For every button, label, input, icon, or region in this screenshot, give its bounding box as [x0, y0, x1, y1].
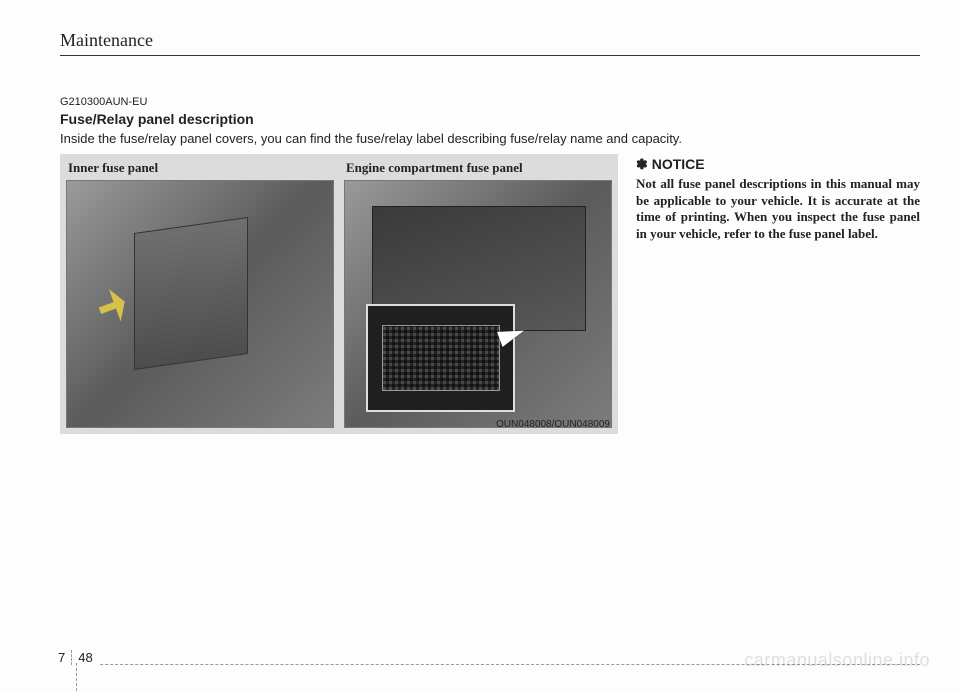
figure-left-caption: Inner fuse panel — [66, 160, 334, 176]
footer-numbers: 7 48 — [58, 650, 99, 665]
page-header: Maintenance — [60, 30, 920, 56]
header-title: Maintenance — [60, 30, 153, 50]
watermark: carmanualsonline.info — [744, 650, 930, 671]
notice-column: ✽NOTICE Not all fuse panel descriptions … — [636, 154, 920, 434]
figure-box: Inner fuse panel Engine compartment fuse… — [60, 154, 618, 434]
figure-image-code: OUN048008/OUN048009 — [496, 419, 610, 430]
engine-fuse-panel-image — [344, 180, 612, 428]
content-row: Inner fuse panel Engine compartment fuse… — [60, 154, 920, 434]
figure-right-col: Engine compartment fuse panel — [344, 160, 612, 428]
section-code: G210300AUN-EU — [60, 96, 920, 108]
section-description: Inside the fuse/relay panel covers, you … — [60, 131, 920, 146]
figure-inner: Inner fuse panel Engine compartment fuse… — [66, 160, 612, 428]
fuse-label-inset — [366, 304, 515, 412]
chapter-number: 7 — [58, 650, 72, 665]
notice-heading-text: NOTICE — [652, 156, 705, 172]
inner-fuse-panel-image — [66, 180, 334, 428]
notice-body: Not all fuse panel descriptions in this … — [636, 176, 920, 243]
notice-symbol-icon: ✽ — [636, 156, 648, 172]
manual-page: Maintenance G210300AUN-EU Fuse/Relay pan… — [60, 30, 920, 659]
footer-divider — [76, 663, 77, 691]
figure-left-col: Inner fuse panel — [66, 160, 334, 428]
figure-right-caption: Engine compartment fuse panel — [344, 160, 612, 176]
section-title: Fuse/Relay panel description — [60, 111, 920, 127]
notice-heading: ✽NOTICE — [636, 156, 920, 173]
